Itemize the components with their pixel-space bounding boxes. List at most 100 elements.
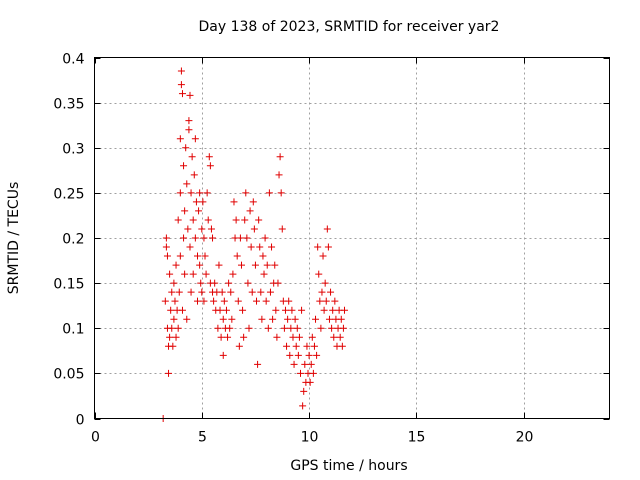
data-point [162,243,170,251]
data-point [243,234,251,242]
data-point [161,297,169,305]
data-point [281,306,289,314]
plot-frame [94,57,610,419]
data-point [168,288,176,296]
data-point [233,252,241,260]
data-point [284,315,292,323]
data-point [162,234,170,242]
data-point [194,252,201,260]
data-point [293,324,301,332]
data-point [323,225,331,233]
data-point [318,288,326,296]
data-point [316,297,324,305]
data-point [196,189,204,197]
data-point [307,360,315,368]
data-point [181,270,189,278]
data-point [317,324,325,332]
data-point [329,306,337,314]
data-point [265,189,273,197]
data-point [166,270,174,278]
data-point [216,306,224,314]
data-point [232,216,240,224]
data-point [325,315,333,323]
data-point [167,306,175,314]
x-tick-label: 5 [198,430,207,446]
data-point [327,288,335,296]
data-point [190,171,198,179]
data-point [192,198,200,206]
data-point [336,333,344,341]
data-point [291,315,299,323]
data-point [254,360,262,368]
data-point [187,288,195,296]
y-tick-label: 0.4 [62,52,84,68]
data-point [176,189,184,197]
data-point [283,342,291,350]
data-point [260,270,268,278]
data-point [170,315,178,323]
data-point [229,270,237,278]
data-point [180,234,188,242]
data-point [163,252,171,260]
data-point [217,333,225,341]
data-point [196,261,204,269]
data-point [205,153,213,161]
data-point [263,261,271,269]
data-point [276,153,284,161]
data-point [290,360,298,368]
data-point [226,324,234,332]
y-tick-label: 0.05 [53,367,84,383]
data-point [222,306,230,314]
data-point [187,189,195,197]
data-point [255,216,263,224]
data-point [338,342,346,350]
y-axis-label: SRMTID / TECUs [6,182,22,295]
data-point [225,279,233,287]
data-point [324,243,332,251]
data-point [272,306,280,314]
data-point [178,306,186,314]
data-point [331,297,339,305]
data-point [247,243,255,251]
data-point [295,333,303,341]
data-point [169,342,177,350]
data-point [186,243,194,251]
data-point [271,261,279,269]
y-tick-label: 0.1 [62,322,84,338]
y-tick-label: 0.3 [62,142,84,158]
data-point [234,297,242,305]
data-point [174,216,182,224]
data-point [244,279,252,287]
data-point [275,171,283,179]
data-point [320,306,328,314]
data-point [257,288,265,296]
x-tick-label: 0 [91,430,100,446]
data-point [330,333,338,341]
y-tick-labels: 0 0.05 0.1 0.15 0.2 0.25 0.3 0.35 0.4 [53,52,84,429]
data-point [207,225,215,233]
data-point [268,243,276,251]
data-point [189,216,197,224]
data-point [312,315,320,323]
data-point [300,387,308,395]
data-point [176,135,184,143]
data-point [297,369,304,377]
data-point [178,90,186,98]
data-point [309,369,317,377]
data-point [183,315,191,323]
data-point [292,342,300,350]
data-point [177,81,185,89]
data-point [214,324,222,332]
data-point [206,162,214,170]
data-point [199,198,207,206]
data-point [287,324,295,332]
data-point [289,333,297,341]
data-point [189,270,197,278]
data-point [204,216,212,224]
data-point [186,91,194,99]
data-point [299,402,307,410]
data-point [174,324,182,332]
data-point [227,288,235,296]
data-point [250,225,258,233]
data-point [306,378,314,386]
